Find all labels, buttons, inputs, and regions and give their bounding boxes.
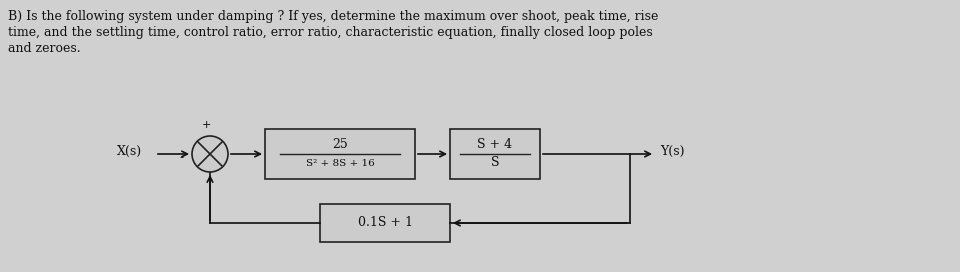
Text: and zeroes.: and zeroes.	[8, 42, 81, 55]
Text: X(s): X(s)	[117, 144, 142, 157]
Text: -: -	[180, 152, 184, 165]
FancyBboxPatch shape	[320, 204, 450, 242]
Text: 25: 25	[332, 138, 348, 152]
Text: S + 4: S + 4	[477, 138, 513, 152]
Text: Y(s): Y(s)	[660, 144, 684, 157]
Text: B) Is the following system under damping ? If yes, determine the maximum over sh: B) Is the following system under damping…	[8, 10, 659, 23]
Text: S: S	[491, 156, 499, 169]
Text: S² + 8S + 16: S² + 8S + 16	[305, 159, 374, 168]
Text: 0.1S + 1: 0.1S + 1	[357, 217, 413, 230]
FancyBboxPatch shape	[450, 129, 540, 179]
Text: +: +	[202, 120, 210, 130]
Text: time, and the settling time, control ratio, error ratio, characteristic equation: time, and the settling time, control rat…	[8, 26, 653, 39]
Circle shape	[192, 136, 228, 172]
FancyBboxPatch shape	[265, 129, 415, 179]
